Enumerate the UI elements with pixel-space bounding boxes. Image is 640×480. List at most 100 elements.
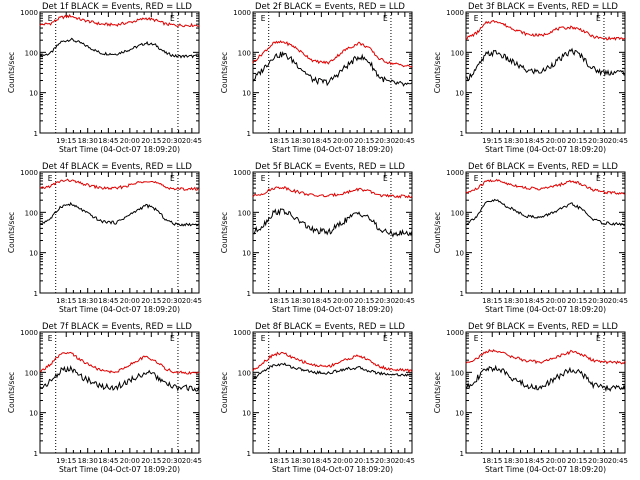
x-tick-label: 20:15 bbox=[567, 457, 587, 465]
panel-title: Det 1f BLACK = Events, RED = LLD bbox=[42, 2, 192, 12]
event-marker-label: E bbox=[383, 14, 388, 23]
x-tick-label: 20:30 bbox=[375, 137, 395, 145]
event-marker-label: E bbox=[474, 174, 479, 183]
y-tick-label: 1000 bbox=[233, 169, 251, 177]
y-tick-label: 10 bbox=[29, 410, 38, 418]
x-tick-label: 20:00 bbox=[546, 457, 566, 465]
detector-panel: Det 4f BLACK = Events, RED = LLD 1 10 100 10… bbox=[7, 162, 202, 314]
detector-panel: Det 8f BLACK = Events, RED = LLD 1 10 100 10… bbox=[220, 322, 415, 474]
panel-title: Det 6f BLACK = Events, RED = LLD bbox=[468, 162, 618, 172]
x-tick-label: 20:00 bbox=[120, 297, 140, 305]
x-tick-label: 20:15 bbox=[141, 457, 161, 465]
event-marker-label: E bbox=[48, 174, 53, 183]
event-marker-label: E bbox=[170, 174, 175, 183]
series-events-line bbox=[39, 365, 200, 392]
plot-frame bbox=[39, 11, 200, 134]
x-tick-label: 20:30 bbox=[588, 297, 608, 305]
y-tick-label: 10 bbox=[455, 90, 464, 98]
plot-frame bbox=[465, 331, 626, 454]
x-tick-label: 18:30 bbox=[291, 297, 311, 305]
y-axis-label: Counts/sec bbox=[220, 372, 229, 413]
x-tick-label: 18:30 bbox=[78, 297, 98, 305]
plot-frame bbox=[252, 171, 413, 294]
x-tick-label: 20:45 bbox=[395, 457, 415, 465]
x-tick-label: 20:15 bbox=[141, 297, 161, 305]
y-axis-label: Counts/sec bbox=[7, 52, 16, 93]
series-events-line bbox=[465, 47, 626, 82]
y-tick-label: 10 bbox=[29, 90, 38, 98]
series-lld-line bbox=[465, 20, 626, 41]
y-axis-label: Counts/sec bbox=[220, 212, 229, 253]
x-tick-label: 18:45 bbox=[524, 457, 544, 465]
y-tick-label: 100 bbox=[451, 369, 464, 377]
x-tick-label: 18:15 bbox=[482, 457, 502, 465]
detector-panel: Det 5f BLACK = Events, RED = LLD 1 10 100 10… bbox=[220, 162, 415, 314]
x-tick-label: 18:30 bbox=[504, 457, 524, 465]
series-lld-line bbox=[39, 13, 200, 28]
x-tick-label: 18:15 bbox=[56, 297, 76, 305]
detector-panel: Det 9f BLACK = Events, RED = LLD 1 10 100 10… bbox=[433, 322, 628, 474]
x-tick-label: 18:45 bbox=[98, 457, 118, 465]
series-lld-line bbox=[252, 185, 413, 199]
x-tick-label: 20:30 bbox=[162, 457, 182, 465]
x-axis-label: Start Time (04-Oct-07 18:09:20) bbox=[59, 145, 180, 154]
y-tick-label: 1000 bbox=[233, 329, 251, 337]
y-tick-label: 100 bbox=[238, 49, 251, 57]
x-tick-label: 20:45 bbox=[608, 137, 628, 145]
event-marker-label: E bbox=[48, 334, 53, 343]
panel-title: Det 3f BLACK = Events, RED = LLD bbox=[468, 2, 618, 12]
y-tick-label: 1000 bbox=[20, 169, 38, 177]
x-tick-label: 18:15 bbox=[269, 297, 289, 305]
x-tick-label: 20:00 bbox=[120, 137, 140, 145]
x-tick-label: 19:15 bbox=[56, 457, 76, 465]
plot-frame bbox=[252, 331, 413, 454]
x-tick-label: 20:15 bbox=[141, 137, 161, 145]
x-tick-label: 18:45 bbox=[524, 297, 544, 305]
plot-frame bbox=[465, 171, 626, 294]
y-axis-label: Counts/sec bbox=[7, 372, 16, 413]
y-tick-label: 100 bbox=[25, 209, 38, 217]
x-tick-label: 18:30 bbox=[78, 457, 98, 465]
x-tick-label: 20:45 bbox=[182, 457, 202, 465]
y-tick-label: 100 bbox=[238, 369, 251, 377]
x-tick-label: 20:45 bbox=[395, 297, 415, 305]
x-tick-label: 20:00 bbox=[546, 297, 566, 305]
detector-panel: Det 1f BLACK = Events, RED = LLD 1 10 100 10… bbox=[7, 2, 202, 154]
y-tick-label: 10 bbox=[242, 250, 251, 258]
detector-panel: Det 7f BLACK = Events, RED = LLD 1 10 100 10… bbox=[7, 322, 202, 474]
series-lld-line bbox=[252, 351, 413, 374]
x-tick-label: 20:30 bbox=[375, 457, 395, 465]
x-tick-label: 20:45 bbox=[608, 297, 628, 305]
series-events-line bbox=[252, 51, 413, 87]
y-tick-label: 1000 bbox=[446, 169, 464, 177]
x-axis-label: Start Time (04-Oct-07 18:09:20) bbox=[272, 305, 393, 314]
x-tick-label: 18:30 bbox=[291, 457, 311, 465]
y-axis-label: Counts/sec bbox=[7, 212, 16, 253]
event-marker-label: E bbox=[170, 334, 175, 343]
series-lld-line bbox=[465, 348, 626, 365]
x-axis-label: Start Time (04-Oct-07 18:09:20) bbox=[272, 465, 393, 474]
detector-panel: Det 3f BLACK = Events, RED = LLD 1 10 100 10… bbox=[433, 2, 628, 154]
y-tick-label: 1 bbox=[460, 290, 464, 298]
y-tick-label: 1 bbox=[247, 290, 251, 298]
panel-title: Det 8f BLACK = Events, RED = LLD bbox=[255, 322, 405, 332]
event-marker-label: E bbox=[596, 334, 601, 343]
y-axis-label: Counts/sec bbox=[433, 212, 442, 253]
x-tick-label: 20:30 bbox=[588, 137, 608, 145]
x-tick-label: 20:15 bbox=[354, 457, 374, 465]
y-tick-label: 1 bbox=[34, 290, 38, 298]
x-tick-label: 18:30 bbox=[504, 137, 524, 145]
x-tick-label: 20:15 bbox=[354, 297, 374, 305]
x-tick-label: 20:00 bbox=[333, 297, 353, 305]
y-tick-label: 1 bbox=[247, 450, 251, 458]
panel-title: Det 4f BLACK = Events, RED = LLD bbox=[42, 162, 192, 172]
series-events-line bbox=[252, 208, 413, 238]
x-axis-label: Start Time (04-Oct-07 18:09:20) bbox=[272, 145, 393, 154]
x-tick-label: 20:15 bbox=[567, 137, 587, 145]
event-marker-label: E bbox=[48, 14, 53, 23]
y-tick-label: 1000 bbox=[20, 9, 38, 17]
x-tick-label: 18:30 bbox=[78, 137, 98, 145]
y-tick-label: 1 bbox=[34, 130, 38, 138]
y-tick-label: 10 bbox=[455, 410, 464, 418]
